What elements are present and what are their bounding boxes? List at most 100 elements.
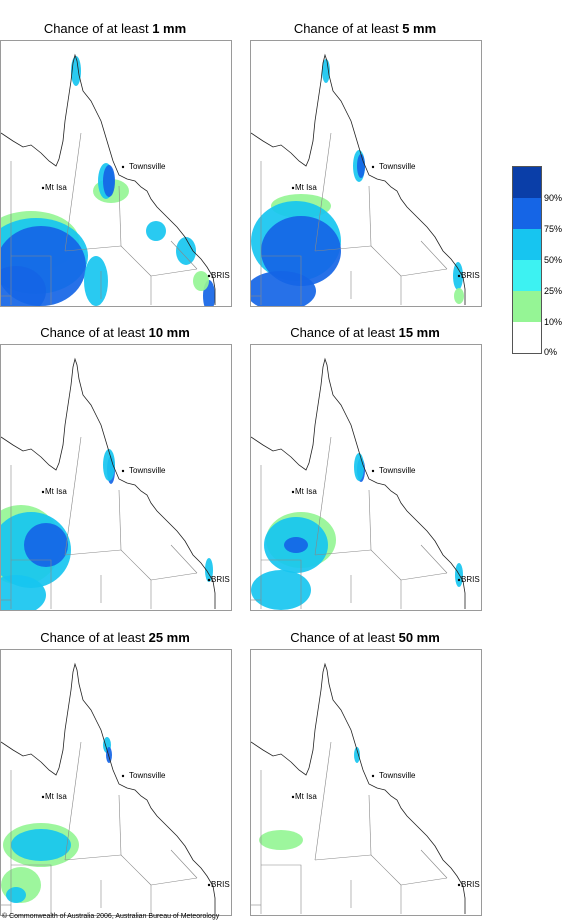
map-svg: Townsville Mt Isa BRIS xyxy=(1,53,230,306)
town-dot xyxy=(457,578,461,582)
coastline xyxy=(1,357,216,609)
state-border xyxy=(64,741,82,861)
probability-region xyxy=(284,537,308,553)
state-border xyxy=(400,877,448,886)
state-border xyxy=(120,245,152,277)
panel-title-15mm: Chance of at least 15 mm xyxy=(290,325,440,340)
state-border xyxy=(261,255,302,305)
legend-swatch-0 xyxy=(513,322,541,353)
probability-legend xyxy=(512,166,542,354)
probability-region xyxy=(146,221,166,241)
state-border xyxy=(118,185,122,247)
state-border xyxy=(400,268,448,277)
town-dot xyxy=(207,883,211,887)
state-border xyxy=(314,741,332,861)
map-5mm: Townsville Mt Isa BRIS xyxy=(250,40,482,307)
town-dot xyxy=(291,490,295,494)
panel-title-50mm: Chance of at least 50 mm xyxy=(290,630,440,645)
state-border xyxy=(314,854,372,861)
state-border xyxy=(261,864,302,914)
map-svg: Townsville Mt Isa BRIS xyxy=(251,53,480,306)
coastline xyxy=(251,662,466,914)
town-dot xyxy=(291,795,295,799)
state-border xyxy=(400,572,448,581)
town-label: Townsville xyxy=(129,466,166,475)
probability-region xyxy=(103,449,115,481)
probability-region xyxy=(84,256,108,306)
probability-region xyxy=(103,165,115,197)
state-border xyxy=(150,877,198,886)
town-dot xyxy=(121,165,125,169)
state-border xyxy=(261,559,302,609)
state-border xyxy=(150,268,198,277)
state-border xyxy=(120,854,152,886)
town-dot xyxy=(121,774,125,778)
probability-region xyxy=(261,216,341,286)
town-label: BRIS xyxy=(211,575,230,584)
town-label: Townsville xyxy=(379,162,416,171)
probability-region xyxy=(322,59,330,83)
probability-region xyxy=(354,453,364,481)
town-dot xyxy=(207,578,211,582)
state-border xyxy=(368,185,372,247)
map-svg: Townsville Mt Isa BRIS xyxy=(1,662,230,914)
panel-title-25mm: Chance of at least 25 mm xyxy=(40,630,190,645)
town-dot xyxy=(457,883,461,887)
town-label: BRIS xyxy=(461,880,480,889)
probability-region xyxy=(354,747,360,763)
probability-region xyxy=(1,575,46,610)
state-border xyxy=(64,549,122,556)
town-dot xyxy=(371,469,375,473)
panel-title-1mm: Chance of at least 1 mm xyxy=(43,21,187,36)
map-svg: Townsville Mt Isa BRIS xyxy=(1,357,230,610)
legend-tick-90: 90% xyxy=(544,193,563,203)
legend-swatch-75 xyxy=(513,198,541,229)
legend-tick-10: 10% xyxy=(544,317,563,327)
probability-region xyxy=(259,830,303,850)
state-border xyxy=(170,849,198,879)
state-border xyxy=(370,854,402,886)
probability-region xyxy=(11,829,71,861)
town-label: BRIS xyxy=(211,880,230,889)
probability-region xyxy=(357,154,365,178)
state-border xyxy=(170,240,198,270)
state-border xyxy=(120,549,152,581)
state-border xyxy=(118,489,122,551)
state-border xyxy=(11,255,52,305)
town-label: Townsville xyxy=(379,771,416,780)
state-border xyxy=(314,245,372,252)
state-border xyxy=(64,436,82,556)
town-label: Townsville xyxy=(379,466,416,475)
probability-region xyxy=(176,237,196,265)
state-border xyxy=(64,854,122,861)
town-dot xyxy=(371,165,375,169)
town-label: BRIS xyxy=(461,271,480,280)
probability-region xyxy=(71,56,81,86)
legend-swatch-25 xyxy=(513,260,541,291)
coastline xyxy=(251,357,466,609)
state-border xyxy=(150,572,198,581)
state-border xyxy=(420,240,448,270)
state-border xyxy=(64,245,122,252)
probability-region xyxy=(251,570,311,610)
town-label: BRIS xyxy=(211,271,230,280)
town-label: Mt Isa xyxy=(45,487,67,496)
legend-tick-50: 50% xyxy=(544,255,563,265)
state-border xyxy=(314,132,332,252)
map-50mm: Townsville Mt Isa BRIS xyxy=(250,649,482,916)
coastline xyxy=(251,53,466,305)
town-label: Mt Isa xyxy=(295,183,317,192)
panel-title-10mm: Chance of at least 10 mm xyxy=(40,325,190,340)
state-border xyxy=(368,794,372,856)
town-label: Mt Isa xyxy=(45,792,67,801)
state-border xyxy=(11,864,52,914)
map-15mm: Townsville Mt Isa BRIS xyxy=(250,344,482,611)
town-dot xyxy=(291,186,295,190)
state-border xyxy=(11,559,52,609)
map-25mm: Townsville Mt Isa BRIS xyxy=(0,649,232,916)
legend-tick-75: 75% xyxy=(544,224,563,234)
town-label: Townsville xyxy=(129,162,166,171)
map-10mm: Townsville Mt Isa BRIS xyxy=(0,344,232,611)
legend-tick-25: 25% xyxy=(544,286,563,296)
town-label: Townsville xyxy=(129,771,166,780)
